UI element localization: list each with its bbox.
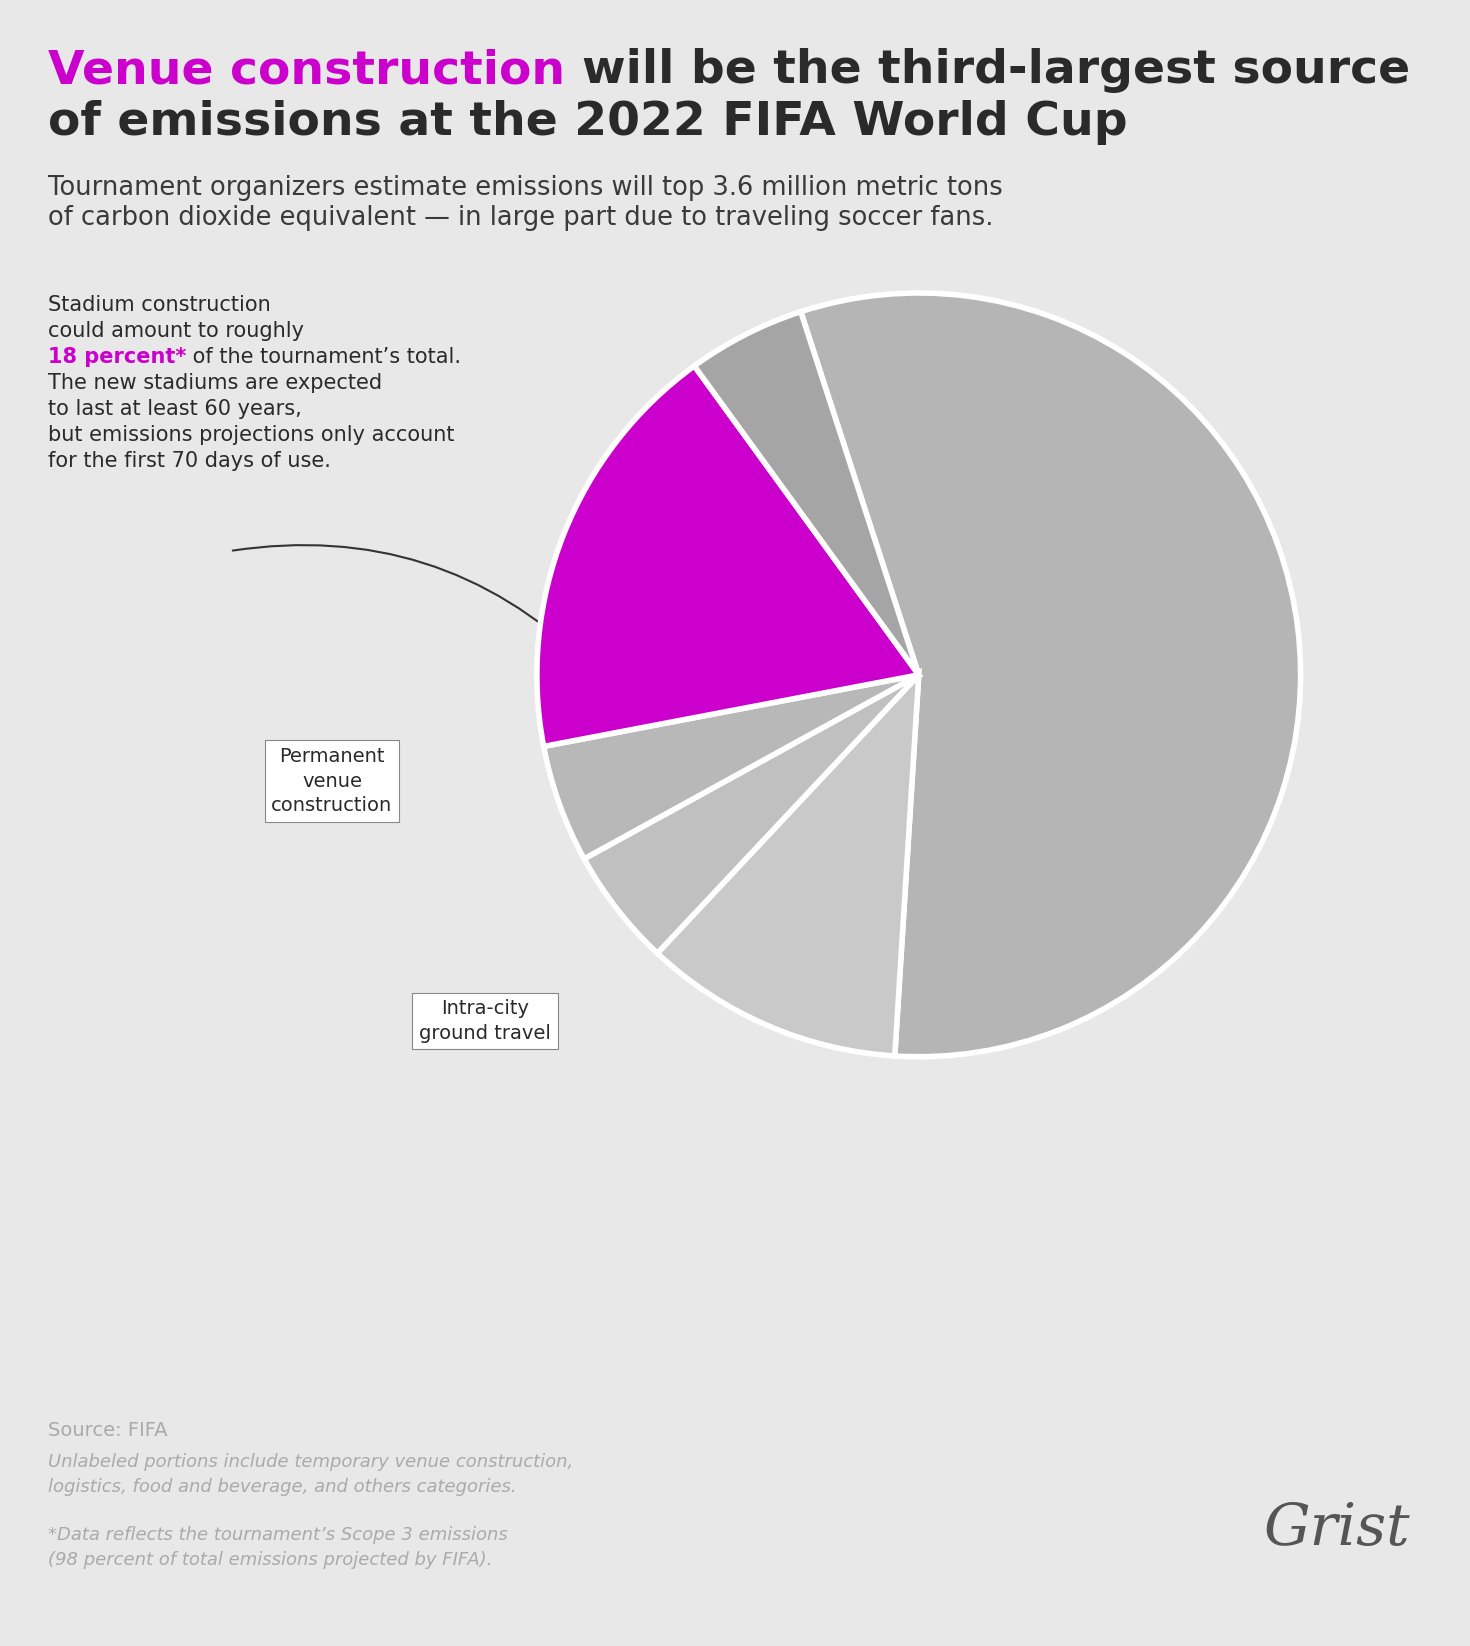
Text: The new stadiums are expected: The new stadiums are expected [49,374,382,393]
Wedge shape [544,675,919,859]
Text: Source: FIFA: Source: FIFA [49,1420,168,1440]
Text: of carbon dioxide equivalent — in large part due to traveling soccer fans.: of carbon dioxide equivalent — in large … [49,206,994,230]
Text: will be the third-largest source: will be the third-largest source [582,48,1410,94]
Text: of the tournament’s total.: of the tournament’s total. [187,347,462,367]
Wedge shape [657,675,919,1057]
Wedge shape [694,311,919,675]
Text: could amount to roughly: could amount to roughly [49,321,304,341]
Text: Tournament organizers estimate emissions will top 3.6 million metric tons: Tournament organizers estimate emissions… [49,174,1003,201]
Text: Accommodation: Accommodation [1005,502,1164,520]
Text: *Data reflects the tournament’s Scope 3 emissions
(98 percent of total emissions: *Data reflects the tournament’s Scope 3 … [49,1526,507,1569]
Wedge shape [537,365,919,746]
Wedge shape [584,675,919,953]
Text: to last at least 60 years,: to last at least 60 years, [49,398,301,420]
Text: Unlabeled portions include temporary venue construction,
logistics, food and bev: Unlabeled portions include temporary ven… [49,1453,573,1496]
Text: Grist: Grist [1263,1501,1410,1559]
Text: Stadium construction: Stadium construction [49,295,270,314]
Text: for the first 70 days of use.: for the first 70 days of use. [49,451,331,471]
Wedge shape [801,293,1301,1057]
Text: but emissions projections only account: but emissions projections only account [49,425,454,444]
Text: Venue construction: Venue construction [49,48,582,94]
Text: Intra-city
ground travel: Intra-city ground travel [419,999,551,1042]
Text: International air travel: International air travel [935,767,1154,785]
Text: Permanent
venue
construction: Permanent venue construction [272,747,392,815]
Text: of emissions at the 2022 FIFA World Cup: of emissions at the 2022 FIFA World Cup [49,100,1127,145]
Text: 18 percent*: 18 percent* [49,347,187,367]
